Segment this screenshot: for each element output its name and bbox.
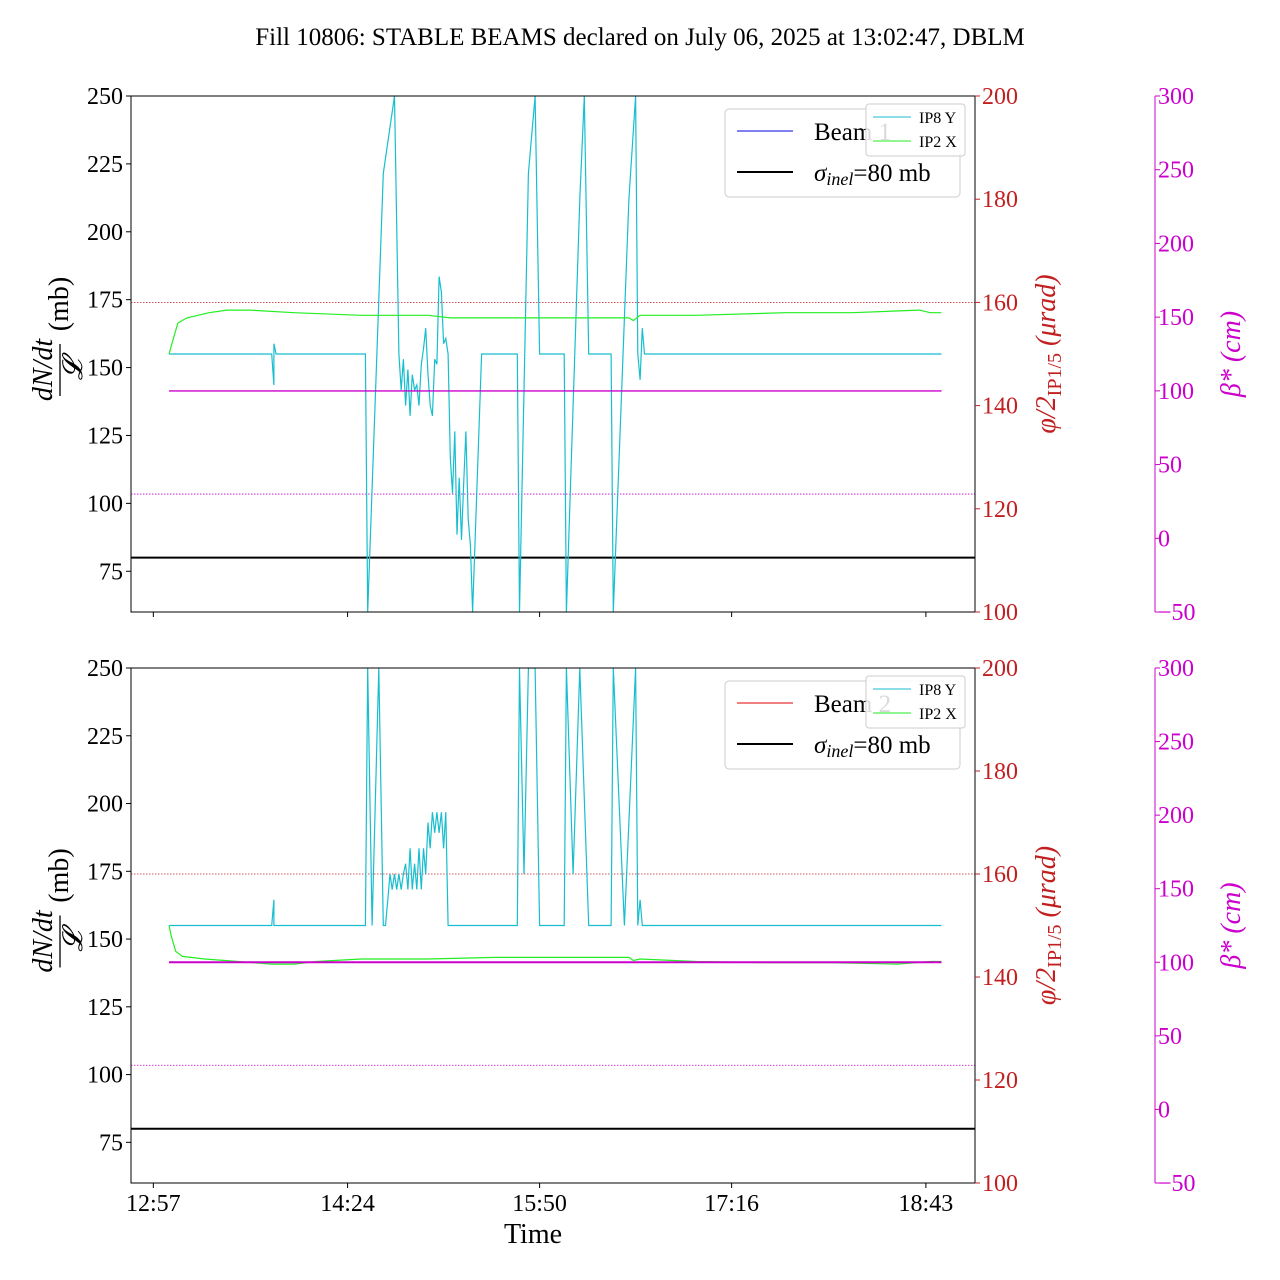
legend-small-label: IP2 X — [919, 134, 957, 151]
y-label-numerator: dN/dt — [28, 338, 59, 401]
y-right-tick-label: 120 — [982, 1068, 1018, 1094]
plot-area — [131, 668, 975, 1130]
y-tick-label: 75 — [99, 1130, 123, 1156]
y-tick-label: 200 — [87, 220, 123, 246]
y-far-right-tick-label: 150 — [1158, 877, 1194, 903]
y-far-right-label-text: β* (cm) — [1216, 311, 1247, 398]
y-far-right-tick-label: 200 — [1158, 803, 1194, 829]
y-right-axis-label: φ/2IP1/5 (μrad) — [1031, 846, 1066, 1005]
y-tick-label: 150 — [87, 927, 123, 953]
series-line-ip2-x — [168, 309, 942, 355]
y-right-axis-label: φ/2IP1/5 (μrad) — [1031, 274, 1066, 433]
y-right-label-text: φ/2IP1/5 (μrad) — [1031, 846, 1066, 1005]
legend-small-label: IP2 X — [919, 706, 957, 723]
y-far-right-tick-label: 300 — [1158, 656, 1194, 682]
x-tick-label: 14:24 — [320, 1191, 375, 1217]
chart-panels: 75 100 125 150 175 200 225 250 100 120 140 160 180 20… — [28, 84, 1247, 1250]
y-far-right-tick-label: 100 — [1158, 950, 1194, 976]
y-tick-label: 250 — [87, 656, 123, 682]
y-tick-label: 175 — [87, 859, 123, 885]
y-far-right-axis-label: β* (cm) — [1216, 882, 1247, 969]
y-far-right-axis-label: β* (cm) — [1216, 311, 1247, 398]
x-axis-label: Time — [504, 1219, 562, 1250]
panel-top: 75 100 125 150 175 200 225 250 100 120 140 160 180 20… — [28, 84, 1247, 626]
y-far-right-tick-label: −50 — [1158, 1171, 1196, 1197]
x-tick-label: 18:43 — [899, 1191, 954, 1217]
legend-main-label: σinel=80 mb — [814, 732, 931, 761]
y-right-tick-label: 140 — [982, 965, 1018, 991]
y-label-numerator: dN/dt — [28, 909, 59, 972]
panel-bottom: 75 100 125 150 175 200 225 250 100 120 140 160 180 20… — [28, 656, 1247, 1250]
legend-main-label: σinel=80 mb — [814, 160, 931, 189]
legend-small-label: IP8 Y — [919, 110, 957, 127]
y-far-right-tick-label: 100 — [1158, 379, 1194, 405]
y-tick-label: 125 — [87, 423, 123, 449]
y-far-right-label-text: β* (cm) — [1216, 882, 1247, 969]
y-far-right-tick-label: 250 — [1158, 730, 1194, 756]
y-tick-label: 75 — [99, 559, 123, 585]
y-axis-label: dN/dt 𝓛 (mb) — [28, 848, 89, 972]
y-right-label-text: φ/2IP1/5 (μrad) — [1031, 274, 1066, 433]
y-tick-label: 225 — [87, 724, 123, 750]
x-tick-label: 15:50 — [512, 1191, 567, 1217]
y-right-tick-label: 140 — [982, 394, 1018, 420]
axes-frame — [130, 95, 976, 613]
y-far-right-tick-label: 50 — [1158, 1024, 1182, 1050]
y-far-right-tick-label: 300 — [1158, 84, 1194, 110]
legend-small: IP8 Y IP2 X — [865, 675, 966, 729]
y-label-denominator: 𝓛 — [58, 924, 89, 952]
y-tick-label: 100 — [87, 491, 123, 517]
y-label-unit: (mb) — [44, 848, 75, 902]
y-far-right-tick-label: −50 — [1158, 600, 1196, 626]
y-tick-label: 225 — [87, 152, 123, 178]
y-axis-label: dN/dt 𝓛 (mb) — [28, 277, 89, 401]
y-right-tick-label: 100 — [982, 1171, 1018, 1197]
figure-title: Fill 10806: STABLE BEAMS declared on Jul… — [255, 24, 1025, 51]
axes-frame — [130, 667, 976, 1184]
y-right-tick-label: 100 — [982, 600, 1018, 626]
y-far-right-tick-label: 0 — [1158, 1097, 1170, 1123]
x-tick-label: 17:16 — [704, 1191, 759, 1217]
x-tick-label: 12:57 — [126, 1191, 181, 1217]
y-right-tick-label: 180 — [982, 759, 1018, 785]
y-right-tick-label: 120 — [982, 497, 1018, 523]
y-right-tick-label: 180 — [982, 187, 1018, 213]
y-tick-label: 200 — [87, 792, 123, 818]
y-tick-label: 125 — [87, 995, 123, 1021]
y-right-tick-label: 200 — [982, 84, 1018, 110]
y-tick-label: 250 — [87, 84, 123, 110]
y-far-right-tick-label: 200 — [1158, 231, 1194, 257]
legend-small: IP8 Y IP2 X — [865, 103, 966, 157]
series-line-ip8-y — [169, 96, 942, 612]
y-far-right-tick-label: 0 — [1158, 526, 1170, 552]
y-label-unit: (mb) — [44, 277, 75, 331]
y-right-tick-label: 200 — [982, 656, 1018, 682]
y-tick-label: 100 — [87, 1063, 123, 1089]
y-label-denominator: 𝓛 — [58, 352, 89, 380]
y-far-right-tick-label: 250 — [1158, 158, 1194, 184]
y-right-tick-label: 160 — [982, 290, 1018, 316]
legend-small-label: IP8 Y — [919, 682, 957, 699]
y-far-right-tick-label: 50 — [1158, 453, 1182, 479]
y-far-right-tick-label: 150 — [1158, 305, 1194, 331]
y-tick-label: 175 — [87, 288, 123, 314]
series-line-ip8-y — [169, 668, 942, 927]
y-tick-label: 150 — [87, 356, 123, 382]
y-right-tick-label: 160 — [982, 862, 1018, 888]
series-line-ip2-x — [168, 925, 942, 965]
plot-area — [131, 96, 975, 612]
